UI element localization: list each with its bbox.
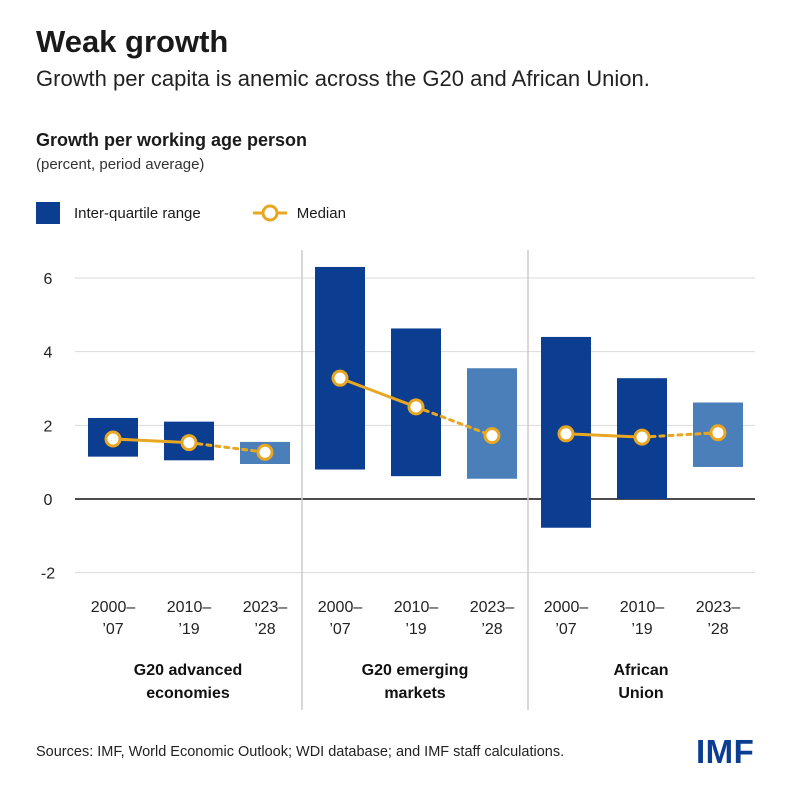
y-tick-label: 4	[44, 345, 53, 362]
median-marker	[709, 424, 727, 442]
x-tick-label: ’19	[405, 621, 426, 638]
page-title: Weak growth	[36, 24, 229, 59]
median-marker	[104, 430, 122, 448]
y-tick-label: 2	[44, 418, 53, 435]
legend-range-label: Inter-quartile range	[74, 204, 201, 222]
x-tick-label: 2010–	[620, 599, 665, 616]
x-tick-label: 2000–	[544, 599, 589, 616]
legend-median-marker	[252, 204, 287, 222]
median-line	[112, 437, 190, 445]
x-tick-label: 2023–	[243, 599, 288, 616]
x-tick-label: ’28	[254, 621, 275, 638]
x-tick-label: ’07	[329, 621, 350, 638]
x-tick-label: ’07	[555, 621, 576, 638]
median-line	[339, 376, 417, 409]
iqr-bar	[315, 266, 365, 470]
y-tick-label: 0	[44, 492, 53, 509]
group-label: G20 advanced	[134, 662, 243, 679]
median-projection-line	[414, 405, 494, 438]
group-label: G20 emerging	[362, 662, 469, 679]
x-tick-label: 2000–	[318, 599, 363, 616]
x-tick-label: ’28	[481, 621, 502, 638]
group-label: economies	[146, 685, 230, 702]
page-subtitle: Growth per capita is anemic across the G…	[36, 66, 650, 91]
x-tick-label: ’28	[707, 621, 728, 638]
median-marker	[180, 434, 198, 452]
group-label: markets	[384, 685, 445, 702]
median-marker	[633, 428, 651, 446]
group-label: African	[613, 662, 668, 679]
chart-legend: Inter-quartile range Median	[36, 200, 346, 226]
legend-median-label: Median	[296, 204, 346, 222]
x-tick-label: 2023–	[696, 599, 741, 616]
median-marker	[483, 427, 501, 445]
legend-range-swatch	[36, 202, 60, 224]
source-note: Sources: IMF, World Economic Outlook; WD…	[36, 744, 565, 760]
y-tick-label: -2	[41, 566, 55, 583]
x-tick-label: ’07	[102, 621, 123, 638]
median-marker	[256, 443, 274, 461]
y-tick-label: 6	[44, 271, 53, 288]
x-tick-label: 2010–	[394, 599, 439, 616]
chart-subtitle: (percent, period average)	[36, 156, 205, 173]
median-marker	[407, 398, 425, 416]
x-tick-label: ’19	[631, 621, 652, 638]
growth-chart: -2 0 2 4 6 2000– ’07 2010– ’19 2023– ’28 G20 advanc…	[41, 250, 755, 710]
imf-logo: IMF	[696, 733, 755, 770]
median-projection-line	[187, 441, 267, 454]
x-tick-label: 2000–	[91, 599, 136, 616]
median-projection-line	[640, 431, 720, 439]
x-tick-label: 2010–	[167, 599, 212, 616]
x-tick-label: 2023–	[470, 599, 515, 616]
iqr-bar	[467, 368, 517, 479]
median-line	[565, 432, 643, 439]
x-tick-label: ’19	[178, 621, 199, 638]
median-marker	[331, 369, 349, 387]
group-label: Union	[618, 685, 663, 702]
chart-title: Growth per working age person	[36, 130, 308, 150]
median-marker	[557, 425, 575, 443]
